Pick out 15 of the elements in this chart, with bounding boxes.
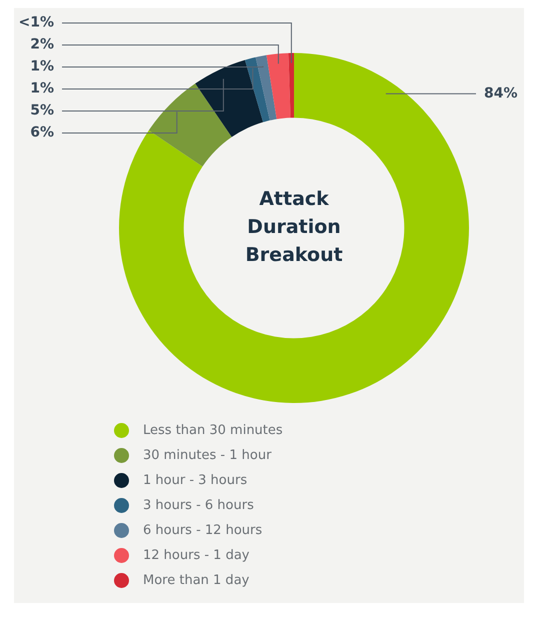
legend-label: 30 minutes - 1 hour xyxy=(143,448,272,463)
data-label: 1% xyxy=(30,80,54,97)
legend-label: More than 1 day xyxy=(143,573,250,588)
legend-label: 1 hour - 3 hours xyxy=(143,473,248,488)
legend-label: 6 hours - 12 hours xyxy=(143,523,262,538)
data-label: 6% xyxy=(30,124,54,141)
data-label: 2% xyxy=(30,36,54,53)
legend-label: 3 hours - 6 hours xyxy=(143,498,254,513)
data-label: <1% xyxy=(18,14,54,31)
data-label: 1% xyxy=(30,58,54,75)
data-label: 5% xyxy=(30,102,54,119)
data-label: 84% xyxy=(484,85,518,102)
text: Attack Duration Breakout xyxy=(245,188,343,266)
legend-label: 12 hours - 1 day xyxy=(143,548,250,563)
legend-label: Less than 30 minutes xyxy=(143,423,283,438)
